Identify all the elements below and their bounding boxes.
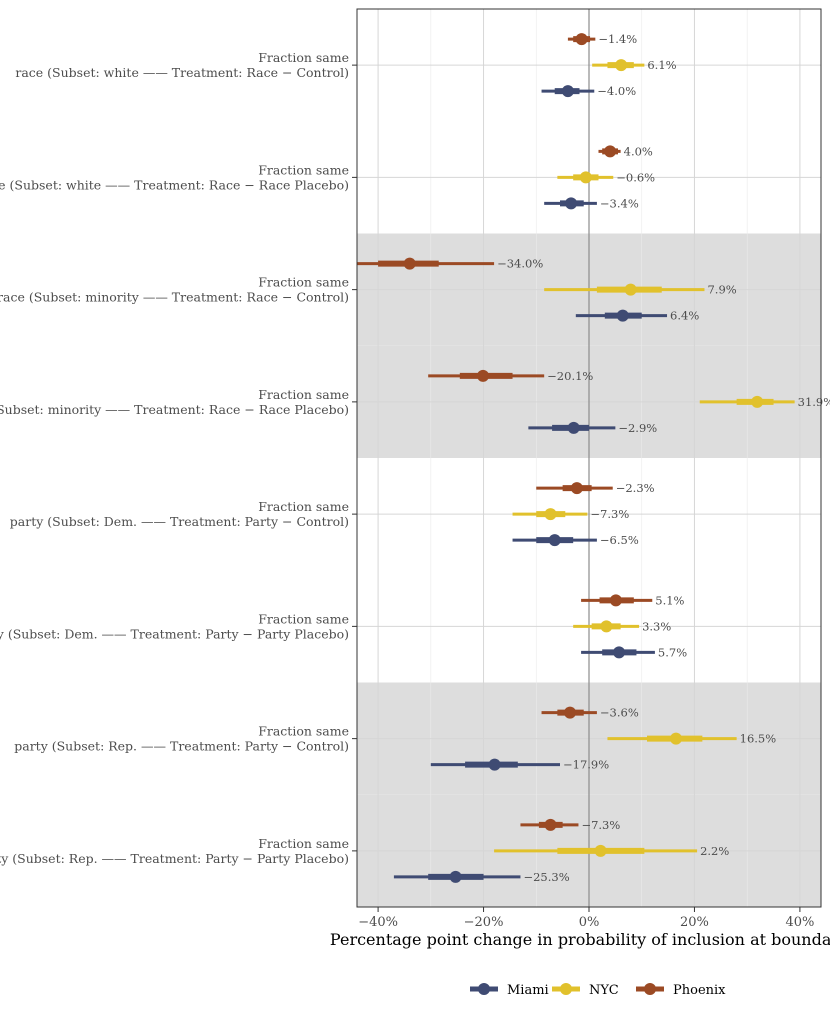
miami-value-label: 5.7% bbox=[658, 645, 687, 659]
phoenix-value-label: 5.1% bbox=[655, 593, 684, 607]
category-label-line1: Fraction same bbox=[258, 499, 349, 514]
miami-value-label: −17.9% bbox=[563, 758, 609, 772]
phoenix-point-estimate bbox=[564, 706, 577, 719]
miami-point-estimate bbox=[565, 197, 578, 210]
category-label-line2: race (Subset: minority —— Treatment: Rac… bbox=[0, 290, 349, 305]
legend-key-miami-dot bbox=[478, 983, 490, 995]
category-label-line1: Fraction same bbox=[258, 50, 349, 65]
x-tick-label: 0% bbox=[579, 915, 600, 930]
phoenix-point-estimate bbox=[477, 369, 490, 382]
legend-key-nyc-dot bbox=[560, 983, 572, 995]
category-label-line2: race (Subset: white —— Treatment: Race −… bbox=[15, 65, 349, 80]
category-label-line1: Fraction same bbox=[258, 724, 349, 739]
nyc-point-estimate bbox=[624, 283, 637, 296]
category-label-line2: race (Subset: white —— Treatment: Race −… bbox=[0, 177, 349, 192]
nyc-value-label: 16.5% bbox=[740, 732, 777, 746]
data-marks: −1.4% 6.1% −4.0% 4.0% −0.6% −3.4% −34.0% 7.9% 6.… bbox=[357, 32, 830, 884]
category-label-line2: party (Subset: Dem. —— Treatment: Party … bbox=[0, 626, 349, 641]
miami-point-estimate bbox=[561, 85, 574, 98]
nyc-point-estimate bbox=[615, 59, 628, 72]
nyc-point-estimate bbox=[544, 508, 557, 521]
category-label-line1: Fraction same bbox=[258, 611, 349, 626]
phoenix-point-estimate bbox=[575, 33, 588, 46]
phoenix-value-label: 4.0% bbox=[624, 144, 653, 158]
x-tick-label: −40% bbox=[358, 915, 398, 930]
miami-value-label: −4.0% bbox=[597, 84, 636, 98]
phoenix-value-label: −7.3% bbox=[581, 818, 620, 832]
nyc-value-label: 31.9% bbox=[798, 395, 830, 409]
category-label-line1: Fraction same bbox=[258, 162, 349, 177]
category-label-line2: party (Subset: Rep. —— Treatment: Party … bbox=[0, 851, 349, 866]
phoenix-point-estimate bbox=[544, 818, 557, 831]
category-label-line1: Fraction same bbox=[258, 387, 349, 402]
nyc-value-label: −0.6% bbox=[616, 170, 655, 184]
miami-point-estimate bbox=[613, 646, 626, 659]
nyc-value-label: 3.3% bbox=[642, 619, 671, 633]
legend: Miami NYC Phoenix bbox=[470, 983, 726, 998]
phoenix-value-label: −20.1% bbox=[547, 369, 593, 383]
miami-point-estimate bbox=[567, 421, 580, 434]
category-label-line2: race (Subset: minority —— Treatment: Rac… bbox=[0, 402, 349, 417]
nyc-value-label: 2.2% bbox=[700, 844, 729, 858]
nyc-value-label: 6.1% bbox=[647, 58, 676, 72]
miami-value-label: −25.3% bbox=[523, 870, 569, 884]
category-label-line1: Fraction same bbox=[258, 836, 349, 851]
legend-label-phoenix: Phoenix bbox=[673, 983, 726, 998]
miami-value-label: −2.9% bbox=[618, 421, 657, 435]
nyc-point-estimate bbox=[594, 844, 607, 857]
miami-point-estimate bbox=[449, 870, 462, 883]
x-tick-label: 20% bbox=[680, 915, 709, 930]
legend-label-nyc: NYC bbox=[589, 983, 619, 998]
nyc-point-estimate bbox=[751, 395, 764, 408]
phoenix-point-estimate bbox=[403, 257, 416, 270]
x-tick-label: 40% bbox=[785, 915, 814, 930]
category-label-line1: Fraction same bbox=[258, 275, 349, 290]
nyc-value-label: −7.3% bbox=[590, 507, 629, 521]
miami-value-label: −6.5% bbox=[600, 533, 639, 547]
nyc-value-label: 7.9% bbox=[707, 283, 736, 297]
nyc-point-estimate bbox=[670, 732, 682, 745]
nyc-point-estimate bbox=[600, 620, 613, 633]
phoenix-value-label: −1.4% bbox=[598, 32, 637, 46]
grid-lines bbox=[357, 9, 821, 907]
category-label-line2: party (Subset: Dem. —— Treatment: Party … bbox=[10, 514, 349, 529]
nyc-point-estimate bbox=[579, 171, 592, 184]
miami-point-estimate bbox=[488, 758, 501, 771]
phoenix-point-estimate bbox=[570, 482, 583, 495]
category-label-line2: party (Subset: Rep. —— Treatment: Party … bbox=[14, 739, 349, 754]
phoenix-value-label: −2.3% bbox=[616, 481, 655, 495]
phoenix-point-estimate bbox=[604, 145, 617, 158]
x-tick-label: −20% bbox=[464, 915, 504, 930]
legend-key-phoenix-dot bbox=[644, 983, 656, 995]
miami-value-label: 6.4% bbox=[670, 309, 699, 323]
phoenix-value-label: −3.6% bbox=[600, 706, 639, 720]
miami-point-estimate bbox=[616, 309, 629, 322]
legend-label-miami: Miami bbox=[507, 983, 549, 998]
x-axis-title: Percentage point change in probability o… bbox=[330, 930, 830, 949]
miami-value-label: −3.4% bbox=[600, 196, 639, 210]
phoenix-value-label: −34.0% bbox=[497, 257, 543, 271]
miami-point-estimate bbox=[548, 534, 561, 547]
phoenix-point-estimate bbox=[609, 594, 622, 607]
